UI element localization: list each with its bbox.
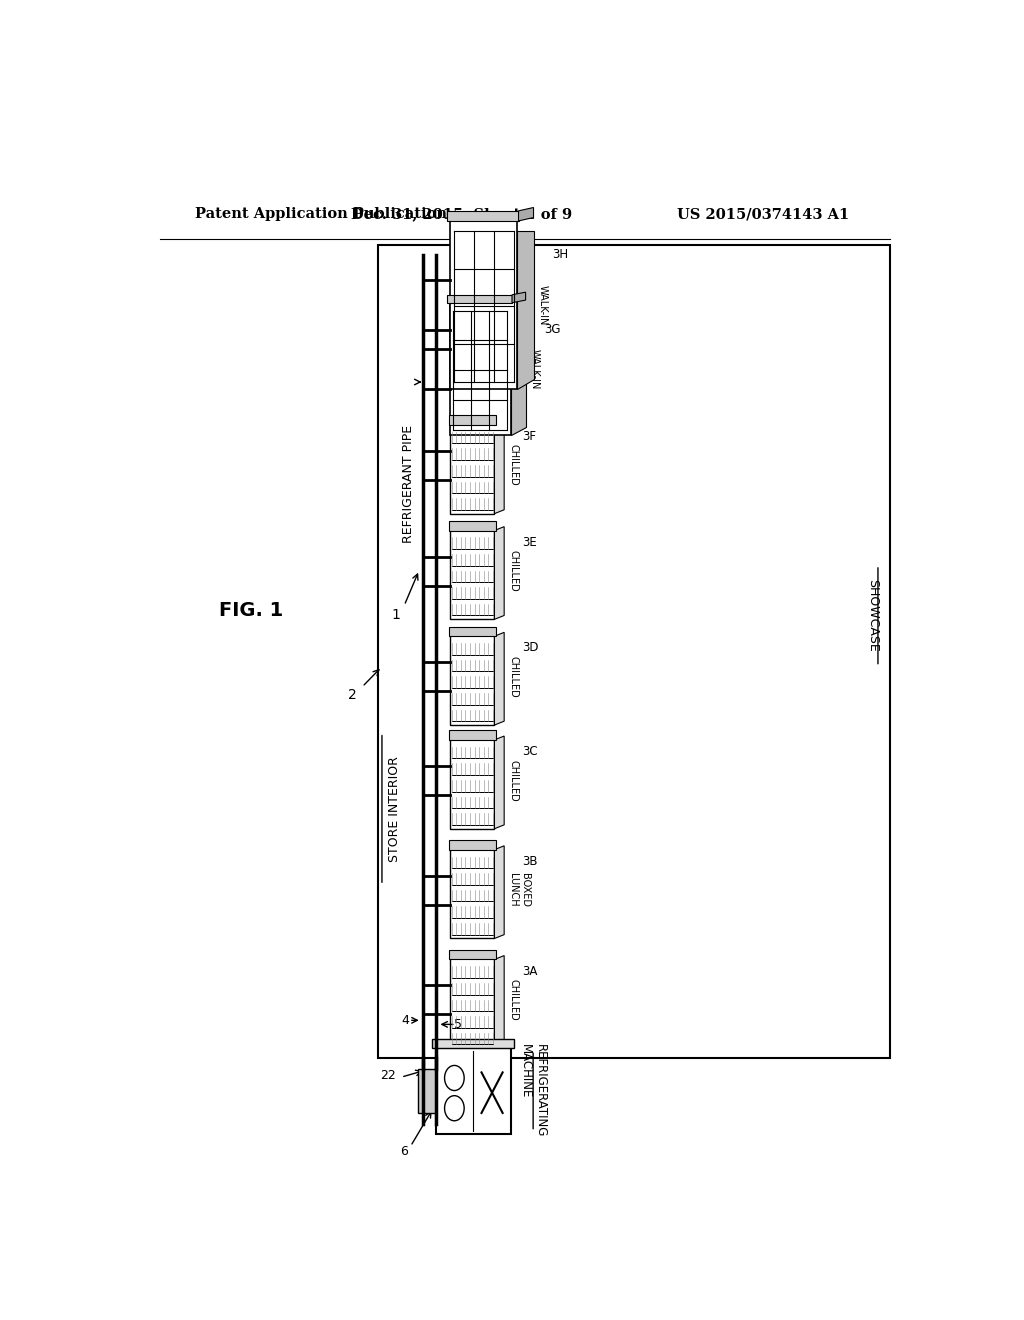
Polygon shape (517, 231, 534, 388)
Polygon shape (495, 527, 504, 619)
Text: Patent Application Publication: Patent Application Publication (196, 207, 447, 222)
Text: 4: 4 (401, 1014, 410, 1027)
Bar (450, 730, 496, 741)
Text: 1: 1 (392, 607, 400, 622)
Polygon shape (495, 632, 504, 725)
Polygon shape (511, 310, 525, 434)
Text: 3H: 3H (552, 248, 568, 261)
Polygon shape (495, 956, 504, 1048)
Bar (451, 417, 495, 513)
Text: 3C: 3C (522, 744, 538, 758)
Bar (447, 294, 512, 302)
Text: REFRIGERANT PIPE: REFRIGERANT PIPE (401, 425, 415, 543)
Text: CHILLED: CHILLED (508, 445, 518, 486)
Text: 3A: 3A (522, 965, 538, 978)
Bar (451, 302, 511, 434)
Bar (446, 211, 518, 220)
Text: 3F: 3F (522, 430, 537, 444)
Text: FIG. 1: FIG. 1 (219, 601, 283, 620)
Text: 6: 6 (400, 1144, 409, 1158)
Bar (451, 952, 495, 1048)
Text: 3E: 3E (522, 536, 538, 549)
Text: SHOWCASE: SHOWCASE (866, 579, 879, 652)
Bar (432, 1039, 514, 1048)
Bar (451, 842, 495, 939)
Polygon shape (495, 421, 504, 513)
Bar (450, 416, 496, 425)
Bar (450, 521, 496, 531)
Text: Dec. 31, 2015  Sheet 1 of 9: Dec. 31, 2015 Sheet 1 of 9 (351, 207, 571, 222)
Bar (450, 840, 496, 850)
Polygon shape (495, 846, 504, 939)
Text: US 2015/0374143 A1: US 2015/0374143 A1 (677, 207, 849, 222)
Text: BOXED
LUNCH: BOXED LUNCH (508, 874, 529, 907)
Bar (451, 523, 495, 619)
Text: 5: 5 (454, 1018, 462, 1031)
Text: WALK-IN: WALK-IN (538, 285, 548, 325)
Bar (450, 627, 496, 636)
Text: 22: 22 (380, 1069, 395, 1081)
Text: CHILLED: CHILLED (508, 979, 518, 1020)
Text: CHILLED: CHILLED (508, 656, 518, 698)
Text: REFRIGERATING
MACHINE: REFRIGERATING MACHINE (519, 1044, 547, 1138)
Bar (418, 1069, 435, 1113)
Bar (451, 220, 517, 388)
Text: WALK-IN: WALK-IN (529, 348, 540, 389)
Text: 2: 2 (348, 688, 357, 702)
Bar (435, 1048, 511, 1134)
Bar (451, 628, 495, 725)
Polygon shape (495, 737, 504, 829)
Text: 3B: 3B (522, 855, 538, 867)
Polygon shape (518, 207, 534, 220)
Text: 3G: 3G (544, 322, 560, 335)
Text: CHILLED: CHILLED (508, 759, 518, 801)
Text: CHILLED: CHILLED (508, 550, 518, 591)
Text: STORE INTERIOR: STORE INTERIOR (388, 756, 401, 862)
Bar (450, 950, 496, 960)
Polygon shape (512, 292, 525, 302)
Bar (378, 244, 890, 1057)
Bar (451, 733, 495, 829)
Text: 3D: 3D (522, 642, 539, 655)
